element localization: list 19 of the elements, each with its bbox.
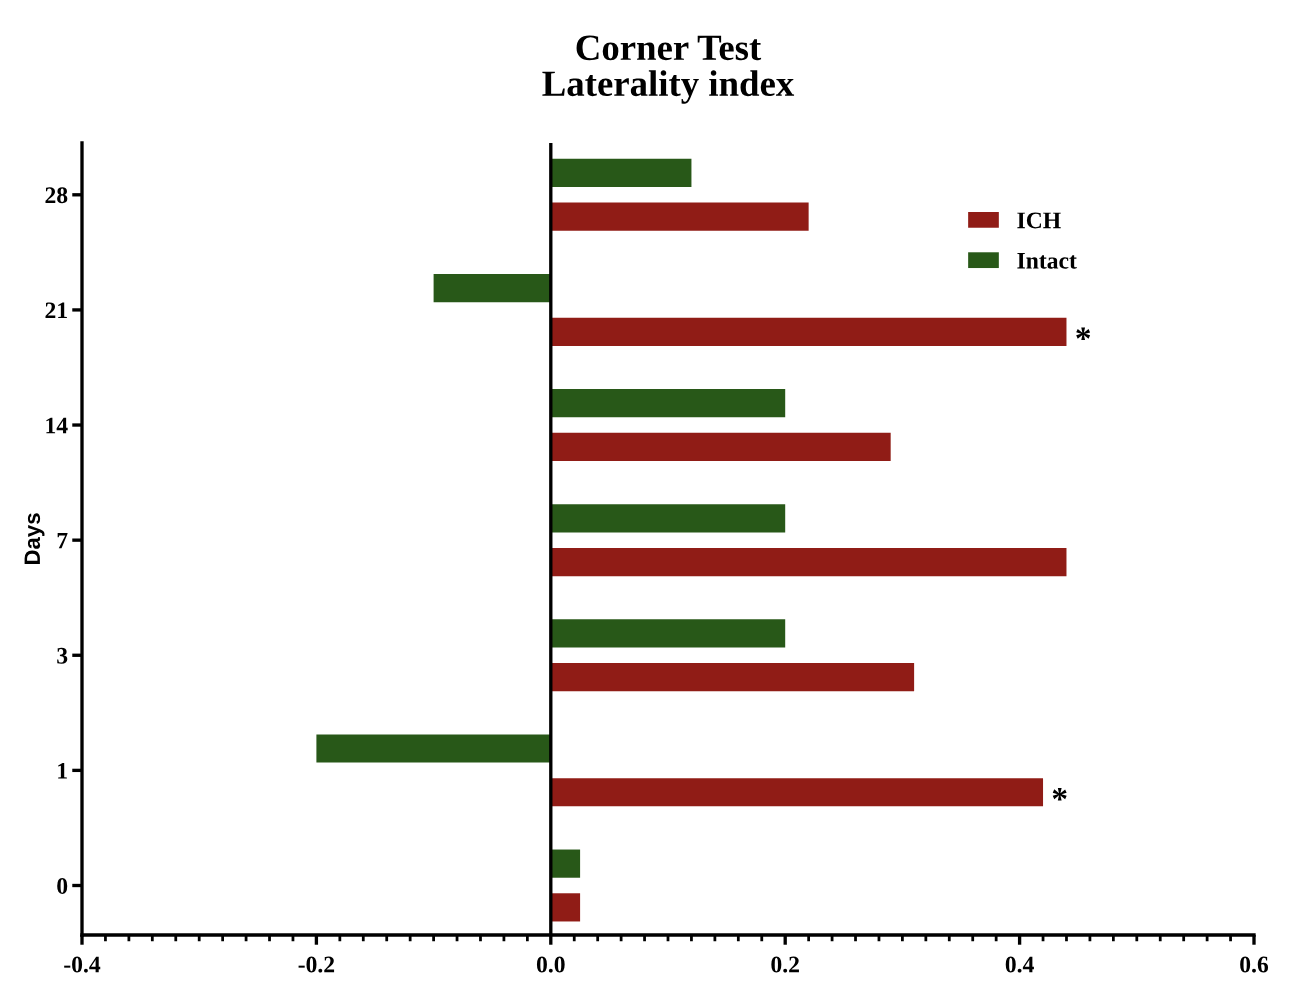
y-tick-label: 7 — [57, 532, 68, 549]
data-label: * — [1076, 327, 1091, 341]
chart-title: Corner Test Laterality index — [542, 35, 795, 104]
data-label: * — [1052, 788, 1067, 801]
y-tick-label: 3 — [57, 647, 68, 664]
y-tick-label: 14 — [46, 417, 68, 434]
y-tick-label: 21 — [45, 302, 67, 319]
x-tick-label: 0.4 — [1005, 956, 1034, 973]
y-tick-label: 1 — [58, 762, 67, 779]
y-tick-label: 0 — [57, 877, 68, 894]
legend-label: ICH — [1017, 212, 1061, 229]
x-tick-label: 0.6 — [1240, 956, 1269, 973]
x-tick-label: -0.4 — [64, 956, 101, 973]
y-axis-title: Days — [24, 513, 45, 565]
y-tick-label: 28 — [45, 187, 68, 204]
x-tick-label: 0.0 — [536, 956, 565, 973]
legend-label: Intact — [1017, 252, 1077, 269]
x-tick-label: 0.2 — [771, 956, 799, 973]
x-tick-label: -0.2 — [298, 956, 335, 973]
